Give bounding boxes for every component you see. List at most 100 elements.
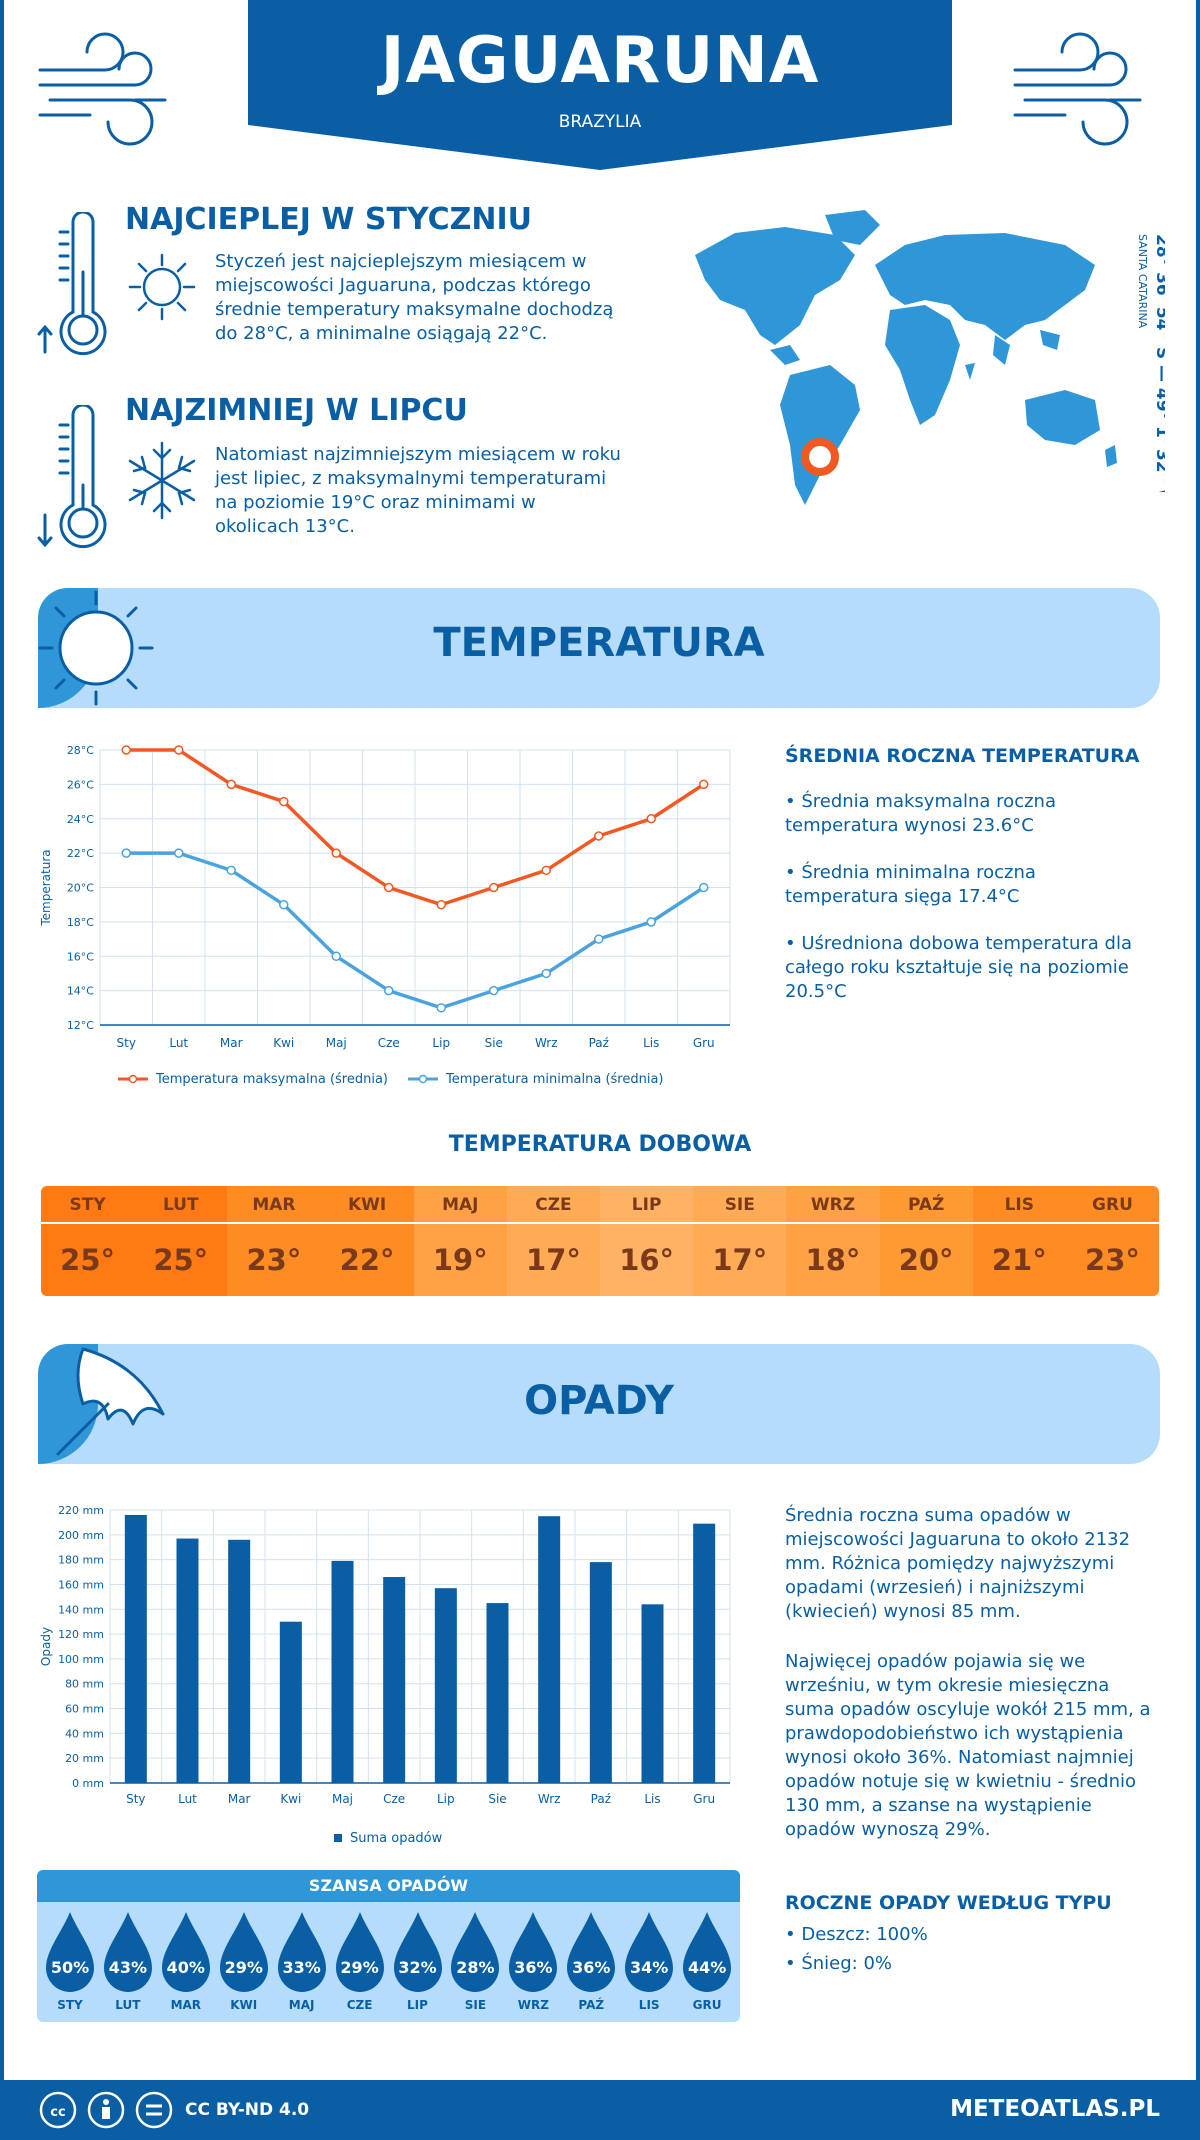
y-tick-label: 14°C: [67, 985, 94, 998]
x-tick-label: Gru: [693, 1036, 715, 1050]
raindrop-icon: [451, 1912, 500, 1992]
precip-chance-title: SZANSA OPADÓW: [37, 1870, 740, 1902]
y-tick-label: 20°C: [67, 882, 94, 895]
data-point: [279, 796, 289, 807]
sun-icon: [128, 253, 196, 321]
precip-bar: [589, 1562, 612, 1783]
daily-temp-title: TEMPERATURA DOBOWA: [448, 1132, 752, 1157]
x-tick-label: Kwi: [280, 1792, 301, 1806]
data-point: [594, 831, 604, 841]
x-tick-label: Lut: [169, 1036, 188, 1050]
precip-chance-item: 28% SIE: [446, 1910, 504, 2020]
legend-label: Temperatura maksymalna (średnia): [155, 1072, 388, 1087]
y-tick-label: 160 mm: [58, 1578, 104, 1591]
precip-chance-item: 29% KWI: [215, 1910, 273, 2020]
daily-month-label: LIP: [600, 1186, 694, 1224]
x-tick-label: Mar: [228, 1792, 251, 1806]
daily-temp-value: 23°: [1085, 1243, 1140, 1277]
data-point: [226, 779, 236, 790]
daily-temp-column: PAŹ 20°: [879, 1186, 973, 1296]
legend-label: Temperatura minimalna (średnia): [445, 1072, 663, 1087]
daily-month-label: MAJ: [413, 1186, 507, 1224]
y-tick-label: 0 mm: [72, 1777, 104, 1790]
x-tick-label: Sie: [488, 1792, 506, 1806]
wind-icon: [38, 32, 167, 146]
temp-bullet: • Średnia maksymalna roczna temperatura …: [785, 791, 1056, 836]
precipitation-chart: 0 mm 20 mm 40 mm 60 mm 80 mm 100 mm 120 mm 140 …: [39, 1504, 731, 1846]
raindrop-icon: [335, 1912, 384, 1992]
daily-temp-column: LIP 16°: [600, 1186, 694, 1296]
precip-chance-value: 50%: [50, 1958, 90, 1977]
data-point: [541, 968, 551, 979]
site-link[interactable]: METEOATLAS.PL: [950, 2096, 1160, 2122]
precip-section-title: OPADY: [524, 1378, 674, 1424]
temperature-section-title: TEMPERATURA: [433, 620, 765, 666]
y-tick-label: 100 mm: [58, 1653, 104, 1666]
data-point: [489, 882, 499, 893]
daily-temp-value: 18°: [805, 1243, 861, 1277]
x-tick-label: Lis: [643, 1036, 659, 1050]
daily-temp-column: CZE 17°: [506, 1186, 601, 1296]
raindrop-icon: [46, 1912, 94, 1992]
y-tick-label: 140 mm: [58, 1603, 104, 1616]
precip-bar: [383, 1577, 406, 1783]
daily-temp-column: LIS 21°: [972, 1186, 1066, 1296]
precip-chance-value: 36%: [572, 1958, 611, 1977]
data-point: [646, 917, 656, 927]
precip-bar: [124, 1514, 147, 1783]
daily-temp-column: WRZ 18°: [786, 1186, 880, 1296]
data-point: [121, 745, 131, 755]
daily-temp-value: 21°: [991, 1243, 1047, 1277]
precip-type-title: ROCZNE OPADY WEDŁUG TYPU: [785, 1892, 1112, 1914]
temp-bullet: • Średnia minimalna roczna temperatura s…: [785, 862, 1036, 907]
data-point: [331, 848, 341, 858]
daily-month-label: SIE: [693, 1186, 787, 1224]
legend-marker: [334, 1834, 342, 1842]
precip-bar: [434, 1588, 457, 1783]
y-tick-label: 24°C: [67, 813, 94, 826]
x-tick-label: Sty: [126, 1792, 145, 1806]
daily-month-label: LUT: [134, 1186, 228, 1224]
footer-bar: cc: [0, 2080, 1200, 2140]
precip-chance-month: PAŹ: [578, 1998, 605, 2012]
x-tick-label: Gru: [693, 1792, 715, 1806]
precip-chance-item: 29% CZE: [331, 1910, 389, 2020]
precip-chance-month: LUT: [115, 1998, 141, 2012]
temp-sidebar-title: ŚREDNIA ROCZNA TEMPERATURA: [785, 745, 1140, 767]
data-point: [174, 745, 184, 755]
coldest-title: NAJZIMNIEJ W LIPCU: [125, 393, 468, 428]
coordinates-text: 28° 36' 54'' S — 49° 1' 32'' W: [1152, 234, 1165, 492]
daily-temp-value: 25°: [153, 1243, 209, 1277]
precip-chance-value: 28%: [456, 1958, 495, 1977]
precip-bar: [486, 1603, 509, 1783]
raindrop-icon: [103, 1912, 152, 1992]
precip-bar: [176, 1538, 199, 1783]
page-title: JAGUARUNA: [380, 24, 820, 98]
data-point: [121, 848, 131, 858]
precip-chance-month: STY: [57, 1998, 83, 2012]
daily-temp-column: GRU 23°: [1065, 1186, 1159, 1296]
precip-chance-value: 32%: [398, 1958, 437, 1977]
y-axis-label: Temperatura: [39, 849, 53, 926]
y-tick-label: 60 mm: [65, 1703, 104, 1716]
data-point: [436, 1003, 446, 1013]
daily-temp-column: KWI 22°: [320, 1186, 414, 1296]
data-point: [279, 899, 289, 910]
precip-bar: [331, 1560, 354, 1783]
thermometer-down-icon: [37, 405, 107, 549]
data-point: [541, 865, 551, 876]
precip-chance-value: 29%: [224, 1958, 263, 1977]
precip-chance-month: MAR: [170, 1998, 202, 2012]
precip-chance-month: CZE: [346, 1998, 373, 2012]
legend-marker: [128, 1074, 138, 1084]
raindrop-icon: [509, 1912, 558, 1992]
y-tick-label: 18°C: [67, 916, 94, 929]
series-line: [126, 851, 705, 1010]
precip-chance-month: SIE: [464, 1998, 487, 2012]
precip-chance-value: 29%: [340, 1958, 379, 1977]
daily-temp-column: STY 25°: [41, 1186, 135, 1296]
y-tick-label: 220 mm: [58, 1504, 104, 1517]
data-point: [331, 951, 341, 961]
raindrop-icon: [567, 1912, 616, 1992]
x-tick-label: Maj: [326, 1036, 347, 1050]
